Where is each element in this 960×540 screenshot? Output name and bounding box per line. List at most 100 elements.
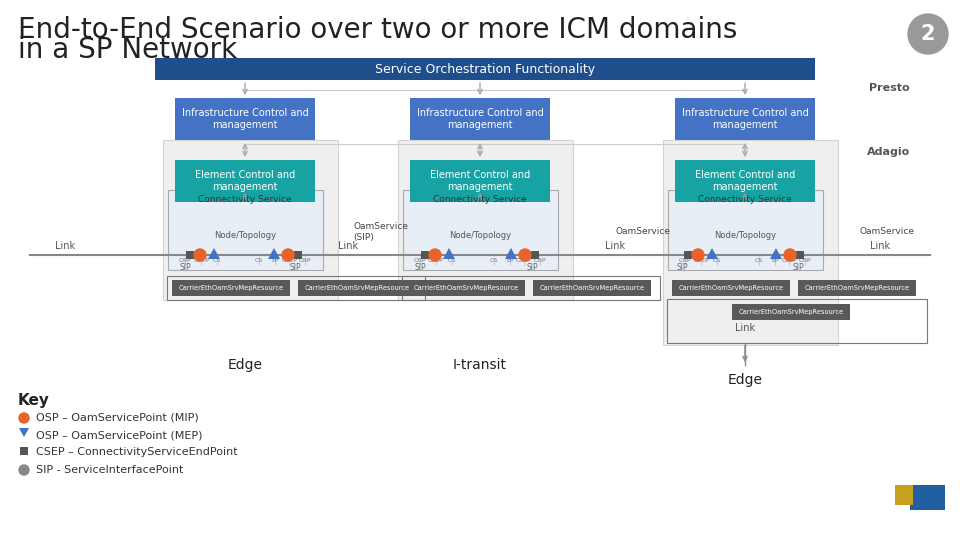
Text: Adagio: Adagio bbox=[867, 147, 910, 157]
Text: Link: Link bbox=[870, 241, 890, 251]
Text: OSP: OSP bbox=[679, 258, 691, 262]
Text: Key: Key bbox=[18, 393, 50, 408]
Text: CarrierEthOamSrvMepResource: CarrierEthOamSrvMepResource bbox=[679, 285, 783, 291]
Text: EP: EP bbox=[771, 258, 779, 262]
Polygon shape bbox=[706, 248, 718, 259]
Text: CarrierEthOamSrvMepResource: CarrierEthOamSrvMepResource bbox=[804, 285, 909, 291]
Text: CarrierEthOamSrvMepResource: CarrierEthOamSrvMepResource bbox=[540, 285, 644, 291]
Text: CS: CS bbox=[213, 258, 221, 262]
Text: CarrierEthOamSrvMepResource: CarrierEthOamSrvMepResource bbox=[414, 285, 518, 291]
Text: CSEP: CSEP bbox=[193, 258, 209, 262]
Text: SIP: SIP bbox=[526, 264, 538, 273]
Text: Connectivity Service: Connectivity Service bbox=[198, 194, 292, 204]
Text: OamService: OamService bbox=[615, 227, 670, 237]
Bar bbox=[675, 160, 815, 202]
Text: SIP: SIP bbox=[792, 264, 804, 273]
Text: SIP: SIP bbox=[414, 264, 426, 273]
Circle shape bbox=[519, 249, 531, 261]
Text: OSP: OSP bbox=[534, 258, 546, 262]
Text: CS: CS bbox=[755, 258, 763, 262]
Text: CarrierEthOamSrvMepResource: CarrierEthOamSrvMepResource bbox=[304, 285, 410, 291]
Bar bbox=[910, 485, 945, 510]
Text: Connectivity Service: Connectivity Service bbox=[698, 194, 792, 204]
Text: in a SP Network: in a SP Network bbox=[18, 36, 237, 64]
Circle shape bbox=[429, 249, 441, 261]
Polygon shape bbox=[505, 248, 517, 259]
Polygon shape bbox=[208, 248, 220, 259]
Bar bbox=[175, 160, 315, 202]
Bar bbox=[407, 280, 525, 296]
Circle shape bbox=[19, 413, 29, 423]
Circle shape bbox=[692, 249, 704, 261]
Bar bbox=[732, 304, 850, 320]
Bar bbox=[895, 485, 913, 505]
Text: I-transit: I-transit bbox=[453, 358, 507, 372]
Bar bbox=[298, 280, 416, 296]
Bar bbox=[410, 98, 550, 140]
Bar bbox=[172, 280, 290, 296]
Bar bbox=[798, 280, 916, 296]
Text: 2: 2 bbox=[921, 24, 935, 44]
Bar bbox=[186, 251, 194, 259]
Text: Node/Topology: Node/Topology bbox=[449, 231, 511, 240]
Text: Presto: Presto bbox=[870, 83, 910, 93]
Bar bbox=[684, 251, 692, 259]
Bar bbox=[421, 251, 429, 259]
Text: Infrastructure Control and
management: Infrastructure Control and management bbox=[417, 108, 543, 130]
Text: Element Control and
management: Element Control and management bbox=[430, 170, 530, 192]
Text: Infrastructure Control and
management: Infrastructure Control and management bbox=[181, 108, 308, 130]
Text: SIP: SIP bbox=[676, 264, 687, 273]
Text: OamService: OamService bbox=[860, 227, 915, 237]
Polygon shape bbox=[443, 248, 455, 259]
Polygon shape bbox=[268, 248, 280, 259]
Text: OSP: OSP bbox=[299, 258, 311, 262]
Text: CarrierEthOamSrvMepResource: CarrierEthOamSrvMepResource bbox=[179, 285, 283, 291]
Bar bbox=[294, 251, 302, 259]
Bar bbox=[667, 299, 927, 343]
Text: Link: Link bbox=[735, 323, 756, 333]
Circle shape bbox=[908, 14, 948, 54]
Text: OSP – OamServicePoint (MEP): OSP – OamServicePoint (MEP) bbox=[36, 430, 203, 440]
Text: Infrastructure Control and
management: Infrastructure Control and management bbox=[682, 108, 808, 130]
Bar bbox=[175, 98, 315, 140]
Polygon shape bbox=[770, 248, 782, 259]
Bar bbox=[167, 190, 323, 270]
Bar bbox=[672, 280, 790, 296]
Text: Node/Topology: Node/Topology bbox=[714, 231, 776, 240]
Text: OSP: OSP bbox=[179, 258, 191, 262]
Text: CS: CS bbox=[490, 258, 498, 262]
Text: OSP – OamServicePoint (MIP): OSP – OamServicePoint (MIP) bbox=[36, 413, 199, 423]
Polygon shape bbox=[19, 428, 29, 437]
Text: CS: CS bbox=[254, 258, 263, 262]
Text: EP: EP bbox=[272, 258, 278, 262]
Bar bbox=[410, 160, 550, 202]
Circle shape bbox=[194, 249, 206, 261]
Text: Edge: Edge bbox=[228, 358, 262, 372]
Text: CSEP: CSEP bbox=[516, 258, 532, 262]
Text: CSEP: CSEP bbox=[781, 258, 797, 262]
Text: CS: CS bbox=[448, 258, 456, 262]
Circle shape bbox=[282, 249, 294, 261]
Bar bbox=[675, 98, 815, 140]
Text: Element Control and
management: Element Control and management bbox=[195, 170, 295, 192]
Text: Node/Topology: Node/Topology bbox=[214, 231, 276, 240]
Circle shape bbox=[784, 249, 796, 261]
Bar bbox=[155, 58, 815, 80]
Text: CSEP: CSEP bbox=[693, 258, 708, 262]
Text: Connectivity Service: Connectivity Service bbox=[433, 194, 527, 204]
Circle shape bbox=[19, 465, 29, 475]
Text: SIP: SIP bbox=[180, 264, 191, 273]
Bar bbox=[531, 251, 539, 259]
Text: Service Orchestration Functionality: Service Orchestration Functionality bbox=[375, 63, 595, 76]
Text: CarrierEthOamSrvMepResource: CarrierEthOamSrvMepResource bbox=[738, 309, 844, 315]
Text: EP: EP bbox=[506, 258, 514, 262]
Text: SIP: SIP bbox=[289, 264, 300, 273]
Text: Element Control and
management: Element Control and management bbox=[695, 170, 795, 192]
Bar bbox=[402, 276, 660, 300]
Text: Link: Link bbox=[338, 241, 358, 251]
Bar bbox=[163, 140, 338, 300]
Text: OamService
(SIP): OamService (SIP) bbox=[353, 222, 408, 242]
Text: OSP: OSP bbox=[799, 258, 811, 262]
Bar bbox=[167, 276, 425, 300]
Text: CS: CS bbox=[713, 258, 721, 262]
